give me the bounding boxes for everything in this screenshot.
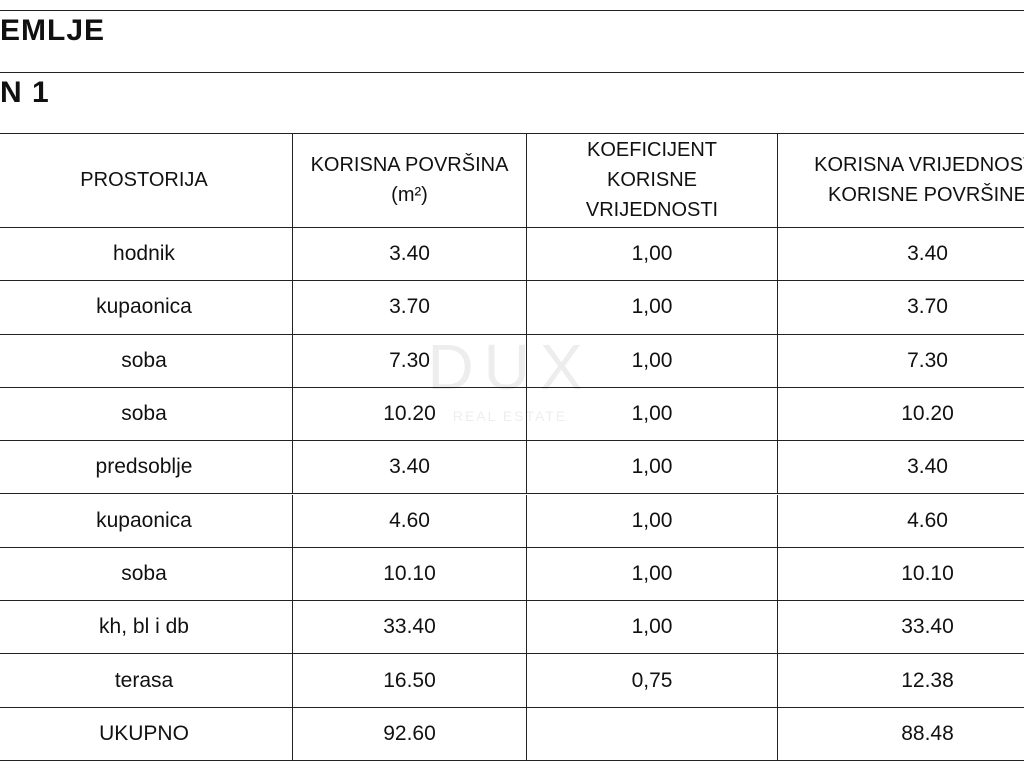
table-cell: soba [0,334,293,388]
table-cell: 7.30 [778,335,1024,388]
table-cell: 16.50 [293,654,527,708]
table-cell: 1,00 [527,387,778,442]
table-cell: 4.60 [778,495,1024,548]
table-cell: 3.70 [293,281,527,335]
table-cell: 0,75 [527,654,778,708]
table-cell: 1,00 [527,441,778,495]
rule [0,10,1024,11]
header-cell: KORISNA POVRŠINA (m²) [293,133,527,228]
table-cell: 1,00 [527,228,778,282]
watermark-tagline: REAL ESTATE [452,408,568,424]
watermark-logo: DUX [427,331,593,403]
table-cell: hodnik [0,228,293,282]
table-cell: 1,00 [527,494,778,548]
table-cell: 1,00 [527,601,778,655]
header-cell: PROSTORIJA [0,133,293,228]
table-cell: kupaonica [0,494,293,548]
table-cell: soba [0,547,293,602]
table-cell: 10.10 [778,548,1024,602]
rule [0,133,1024,134]
header-cell: KOEFICIJENT KORISNE VRIJEDNOSTI [527,133,778,228]
heading: EMLJE [0,14,106,47]
table-cell: kh, bl i db [0,601,293,655]
table-cell: 1,00 [527,334,778,388]
table-cell: 88.48 [778,708,1024,761]
table-cell: 92.60 [293,707,527,761]
table-cell: 1,00 [527,281,778,335]
table-cell: 3.70 [778,281,1024,335]
heading: N 1 [0,76,50,109]
table-cell: 33.40 [778,601,1024,655]
table-cell: 3.40 [778,441,1024,495]
table-cell: kupaonica [0,281,293,335]
table-cell: 4.60 [293,494,527,548]
table-cell: 33.40 [293,601,527,655]
table-cell: 10.10 [293,547,527,602]
header-cell: KORISNA VRIJEDNOSTI KORISNE POVRŠINE [778,133,1024,228]
table-cell: 3.40 [293,441,527,495]
table-cell: 1,00 [527,547,778,602]
table-cell: terasa [0,654,293,708]
table-cell: UKUPNO [0,707,293,761]
table-cell: 12.38 [778,654,1024,708]
table-cell: predsoblje [0,441,293,495]
rule [0,72,1024,73]
table-cell [527,707,778,761]
table-cell: soba [0,387,293,442]
table-cell: 3.40 [293,228,527,282]
table-cell: 10.20 [778,388,1024,442]
table-cell: 3.40 [778,228,1024,282]
table-cell: 10.20 [293,387,527,442]
table-cell: 7.30 [293,334,527,388]
